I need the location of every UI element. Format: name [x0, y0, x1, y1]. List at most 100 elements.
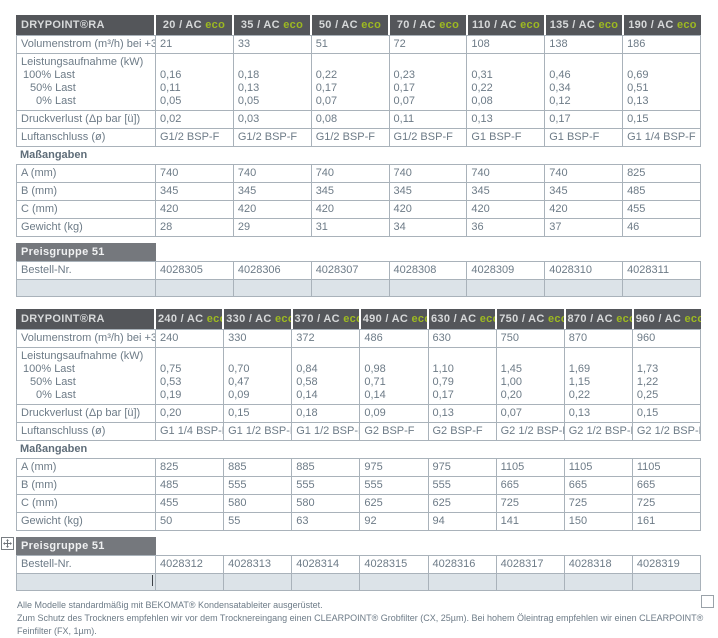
dimension-value-cell: 725 [631, 494, 702, 513]
luftanschluss-value-cell: G1/2 BSP-F [155, 128, 234, 147]
empty-cell [466, 279, 546, 297]
volumenstrom-value-cell: 630 [427, 329, 497, 348]
power-value: 1,10 [432, 363, 454, 375]
eco-badge: eco [343, 313, 359, 325]
dimension-value-cell: 555 [223, 476, 293, 495]
row-label-cell: Leistungsaufnahme (kW) 100% Last 50% Last 0… [16, 53, 156, 111]
power-value: 0,51 [627, 82, 649, 94]
row-label-cell: C (mm) [16, 494, 156, 513]
dimension-value-cell: 885 [223, 458, 293, 477]
power-value: 1,22 [636, 376, 659, 388]
dimension-value-cell: 725 [563, 494, 633, 513]
table-move-handle-icon[interactable] [1, 537, 14, 550]
footnotes: Alle Modelle standardmäßig mit BEKOMAT® … [17, 599, 718, 638]
row-label-cell: B (mm) [16, 182, 156, 201]
order-number-value-cell: 4028305 [155, 261, 234, 280]
power-load-label: 100% Last [23, 363, 75, 375]
dimension-value-cell: 420 [388, 200, 468, 219]
model-name: 35 / AC [240, 19, 284, 31]
dimension-value-cell: 63 [291, 512, 361, 531]
power-value-spacer [228, 350, 287, 363]
power-value: 0,17 [315, 82, 338, 94]
druckverlust-value-cell: 0,20 [154, 404, 225, 423]
dimension-value-cell: 420 [232, 200, 312, 219]
druckverlust-value-cell: 0,11 [388, 110, 468, 129]
volumenstrom-value-cell: 108 [466, 35, 546, 54]
power-load-label: 50% Last [30, 376, 76, 388]
order-table: Bestell-Nr. 4028305 4028306 4028307 4028308 4… [16, 261, 701, 297]
row-label-cell: Luftanschluss (ø) [16, 128, 156, 147]
power-load-label: 50% Last [30, 82, 76, 94]
row-label-cell: Volumenstrom (m³/h) bei +3 °C [16, 35, 156, 54]
luftanschluss-value-cell: G1 1/4 BSP-F [154, 422, 225, 441]
order-number-value-cell: 4028308 [388, 261, 468, 280]
power-value: 0,22 [471, 82, 493, 94]
dimension-value-cell: 94 [427, 512, 497, 531]
empty-cell [495, 573, 565, 591]
power-value: 1,69 [568, 363, 591, 375]
power-value: 0,47 [228, 376, 250, 388]
power-value-cell: 1,73 1,22 0,25 [631, 347, 702, 405]
order-number-value-cell: 4028319 [631, 555, 702, 574]
dimension-value-cell: 825 [622, 164, 701, 183]
druckverlust-value-cell: 0,03 [232, 110, 312, 129]
dimension-value-cell: 625 [427, 494, 497, 513]
power-value: 0,05 [160, 95, 182, 107]
dimension-value-cell: 740 [388, 164, 468, 183]
dimension-value-cell: 28 [155, 218, 234, 237]
empty-cell [310, 279, 390, 297]
model-header-cell: 630 / AC eco [426, 309, 497, 329]
power-value-cell: 1,45 1,00 0,20 [495, 347, 565, 405]
power-value: 0,71 [364, 376, 386, 388]
druckverlust-row: Druckverlust (Δp bar [ü]) 0,20 0,15 0,18 0,0… [16, 404, 702, 423]
empty-cell [232, 279, 312, 297]
power-value-spacer [627, 56, 696, 69]
row-label-cell: Volumenstrom (m³/h) bei +3 °C [16, 329, 156, 348]
power-load-label: 100% Last [23, 69, 75, 81]
power-value-spacer [160, 56, 229, 69]
power-value-cell: 0,69 0,51 0,13 [622, 53, 701, 111]
volumenstrom-value-cell: 51 [310, 35, 390, 54]
product-table: DRYPOINT®RA 20 / AC eco 35 / AC eco 50 / AC… [16, 15, 701, 297]
volumenstrom-value-cell: 750 [495, 329, 565, 348]
dimension-value-cell: 485 [622, 182, 701, 201]
druckverlust-value-cell: 0,15 [622, 110, 701, 129]
power-value: 0,70 [228, 363, 250, 375]
volumenstrom-value-cell: 240 [154, 329, 225, 348]
model-name: 110 / AC [471, 19, 521, 31]
druckverlust-value-cell: 0,15 [631, 404, 702, 423]
model-header-cell: 870 / AC eco [563, 309, 633, 329]
power-value: 0,18 [237, 69, 260, 81]
empty-cell [223, 573, 293, 591]
dimension-value-cell: 740 [232, 164, 312, 183]
dimension-value-cell: 580 [223, 494, 293, 513]
power-value: 0,22 [315, 69, 338, 81]
power-value: 0,14 [296, 389, 318, 401]
dimension-value-cell: 46 [622, 218, 701, 237]
model-name: 870 / AC [567, 313, 617, 325]
dimension-value-cell: 485 [154, 476, 225, 495]
dimensions-table: A (mm) 825 885 885 975 975 1105 1105 1105 B (mm) 4… [16, 458, 702, 531]
model-name: 135 / AC [549, 19, 599, 31]
model-header-cell: 370 / AC eco [290, 309, 360, 329]
power-value-spacer [296, 350, 355, 363]
row-label-cell: Bestell-Nr. [16, 555, 156, 574]
model-header-cell: 750 / AC eco [495, 309, 565, 329]
power-value-spacer [238, 56, 307, 69]
power-value: 0,09 [228, 389, 250, 401]
model-header-cell: 20 / AC eco [154, 15, 233, 35]
text-caret [152, 575, 153, 586]
model-name: 20 / AC [162, 19, 206, 31]
empty-cell [16, 573, 156, 591]
table-resize-handle[interactable] [701, 595, 714, 608]
dimension-value-cell: 665 [563, 476, 633, 495]
power-value-cell: 0,16 0,11 0,05 [155, 53, 234, 111]
eco-badge: eco [676, 19, 697, 31]
volumenstrom-row: Volumenstrom (m³/h) bei +3 °C21335172108… [16, 35, 701, 54]
footnote-bekomat: Alle Modelle standardmäßig mit BEKOMAT® … [17, 600, 323, 610]
empty-cell [155, 279, 234, 297]
power-value-cell: 0,84 0,58 0,14 [291, 347, 361, 405]
power-value: 0,69 [627, 69, 649, 81]
order-number-value-cell: 4028310 [544, 261, 624, 280]
